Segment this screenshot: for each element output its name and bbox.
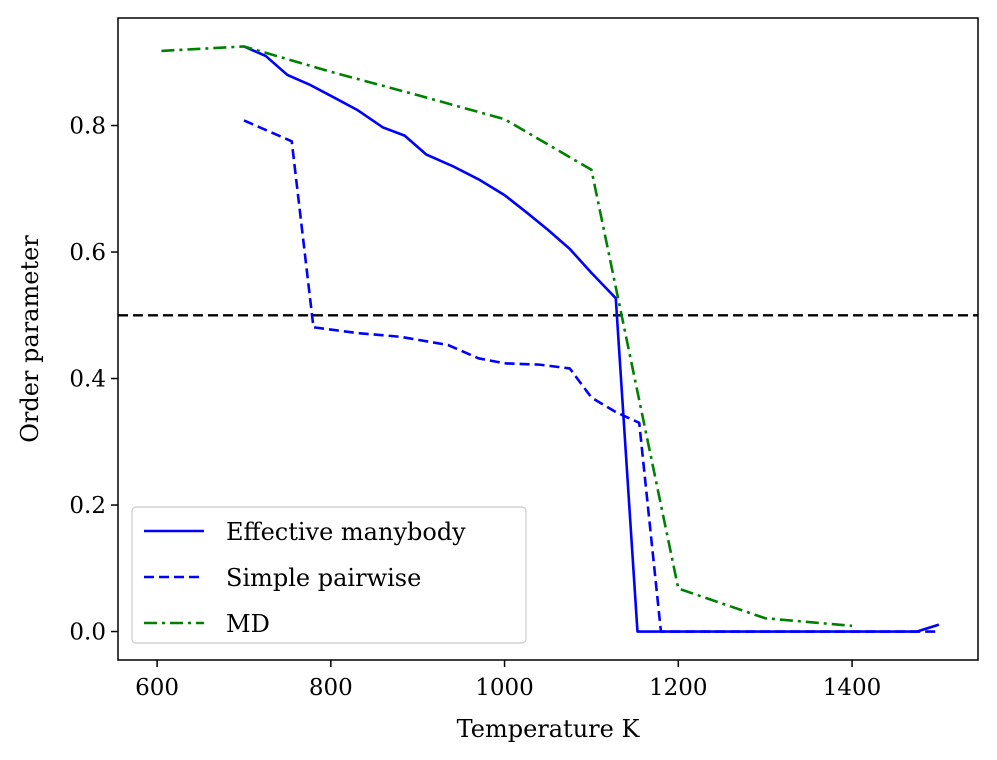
series-line-2 [161,45,853,628]
plot-frame [117,17,979,661]
legend-label-0: Effective manybody [226,518,466,546]
x-tick-label: 1000 [475,675,534,701]
legend-label-1: Simple pairwise [226,564,421,592]
series-line-1 [243,119,939,633]
legend-box [131,506,527,644]
legend-label-2: MD [226,610,270,638]
x-axis-label: Temperature K [457,715,641,743]
y-tick-label: 0.2 [69,493,106,519]
y-tick-label: 0.0 [69,620,106,646]
y-tick-label: 0.6 [69,240,106,266]
x-tick-label: 1200 [649,675,708,701]
x-tick-label: 600 [135,675,179,701]
y-tick-label: 0.8 [69,114,106,140]
x-tick-label: 800 [309,675,353,701]
legend: Effective manybody Simple pairwise MD [131,506,527,644]
x-tick-label: 1400 [823,675,882,701]
y-tick-label: 0.4 [69,367,106,393]
y-axis-label: Order parameter [16,235,44,443]
